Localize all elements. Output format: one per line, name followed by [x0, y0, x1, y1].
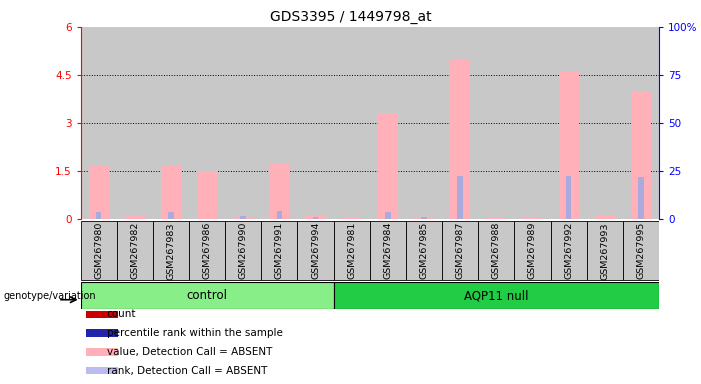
Text: GSM267993: GSM267993 [600, 222, 609, 280]
Bar [269, 163, 290, 219]
Text: control: control [186, 289, 228, 302]
Text: GSM267989: GSM267989 [528, 222, 537, 280]
Bar [86, 367, 118, 374]
Bar [81, 222, 117, 280]
Bar [478, 222, 515, 280]
Bar [153, 222, 189, 280]
Bar [89, 166, 109, 219]
Text: rank, Detection Call = ABSENT: rank, Detection Call = ABSENT [107, 366, 267, 376]
Bar [587, 27, 622, 219]
Text: GSM267987: GSM267987 [456, 222, 465, 280]
Bar [261, 222, 297, 280]
Bar [406, 27, 442, 219]
Bar [622, 27, 659, 219]
Bar [342, 217, 362, 219]
Bar [515, 27, 550, 219]
Bar [233, 218, 253, 219]
Bar [638, 177, 644, 219]
Text: GSM267980: GSM267980 [94, 222, 103, 280]
Bar [378, 113, 397, 219]
Bar [240, 216, 246, 219]
Bar [225, 27, 261, 219]
Text: GSM267988: GSM267988 [492, 222, 501, 280]
Bar [189, 222, 225, 280]
Bar [313, 217, 318, 219]
Bar [86, 348, 118, 356]
Text: value, Detection Call = ABSENT: value, Detection Call = ABSENT [107, 347, 272, 357]
Text: GSM267984: GSM267984 [383, 222, 393, 280]
Text: genotype/variation: genotype/variation [4, 291, 96, 301]
Bar [515, 222, 550, 280]
Bar [117, 27, 153, 219]
Bar [117, 222, 153, 280]
Bar [478, 27, 515, 219]
Bar [594, 215, 615, 219]
Bar [261, 27, 297, 219]
Bar [189, 27, 225, 219]
Bar [622, 222, 659, 280]
Bar [125, 215, 145, 219]
Bar [297, 222, 334, 280]
Bar [225, 222, 261, 280]
Text: GSM267981: GSM267981 [347, 222, 356, 280]
Bar [450, 59, 470, 219]
Bar [414, 217, 434, 219]
Bar [81, 282, 334, 309]
Bar [81, 27, 117, 219]
Bar [96, 212, 102, 219]
Bar [168, 212, 174, 219]
Bar [442, 27, 478, 219]
Bar [86, 329, 118, 337]
Text: percentile rank within the sample: percentile rank within the sample [107, 328, 283, 338]
Bar [369, 27, 406, 219]
Bar [385, 212, 390, 219]
Text: GSM267982: GSM267982 [130, 222, 139, 280]
Text: GSM267990: GSM267990 [239, 222, 247, 280]
Bar [587, 222, 622, 280]
Text: GSM267985: GSM267985 [419, 222, 428, 280]
Bar [457, 176, 463, 219]
Bar [334, 27, 370, 219]
Bar [631, 91, 651, 219]
Text: GSM267983: GSM267983 [166, 222, 175, 280]
Bar [442, 222, 478, 280]
Bar [369, 222, 406, 280]
Text: GDS3395 / 1449798_at: GDS3395 / 1449798_at [270, 10, 431, 23]
Bar [486, 218, 506, 219]
Bar [161, 166, 181, 219]
Text: GSM267994: GSM267994 [311, 222, 320, 280]
Bar [550, 27, 587, 219]
Bar [277, 211, 283, 219]
Bar [559, 72, 578, 219]
Text: count: count [107, 310, 136, 319]
Text: GSM267995: GSM267995 [637, 222, 646, 280]
Bar [197, 171, 217, 219]
Bar [566, 176, 571, 219]
Bar [522, 218, 543, 219]
Bar [306, 216, 325, 219]
Bar [406, 222, 442, 280]
Bar [297, 27, 334, 219]
Bar [334, 222, 370, 280]
Text: GSM267991: GSM267991 [275, 222, 284, 280]
Text: GSM267986: GSM267986 [203, 222, 212, 280]
Bar [86, 311, 118, 318]
Bar [550, 222, 587, 280]
Bar [421, 217, 427, 219]
Text: GSM267992: GSM267992 [564, 222, 573, 280]
Bar [334, 282, 659, 309]
Bar [153, 27, 189, 219]
Text: AQP11 null: AQP11 null [464, 289, 529, 302]
